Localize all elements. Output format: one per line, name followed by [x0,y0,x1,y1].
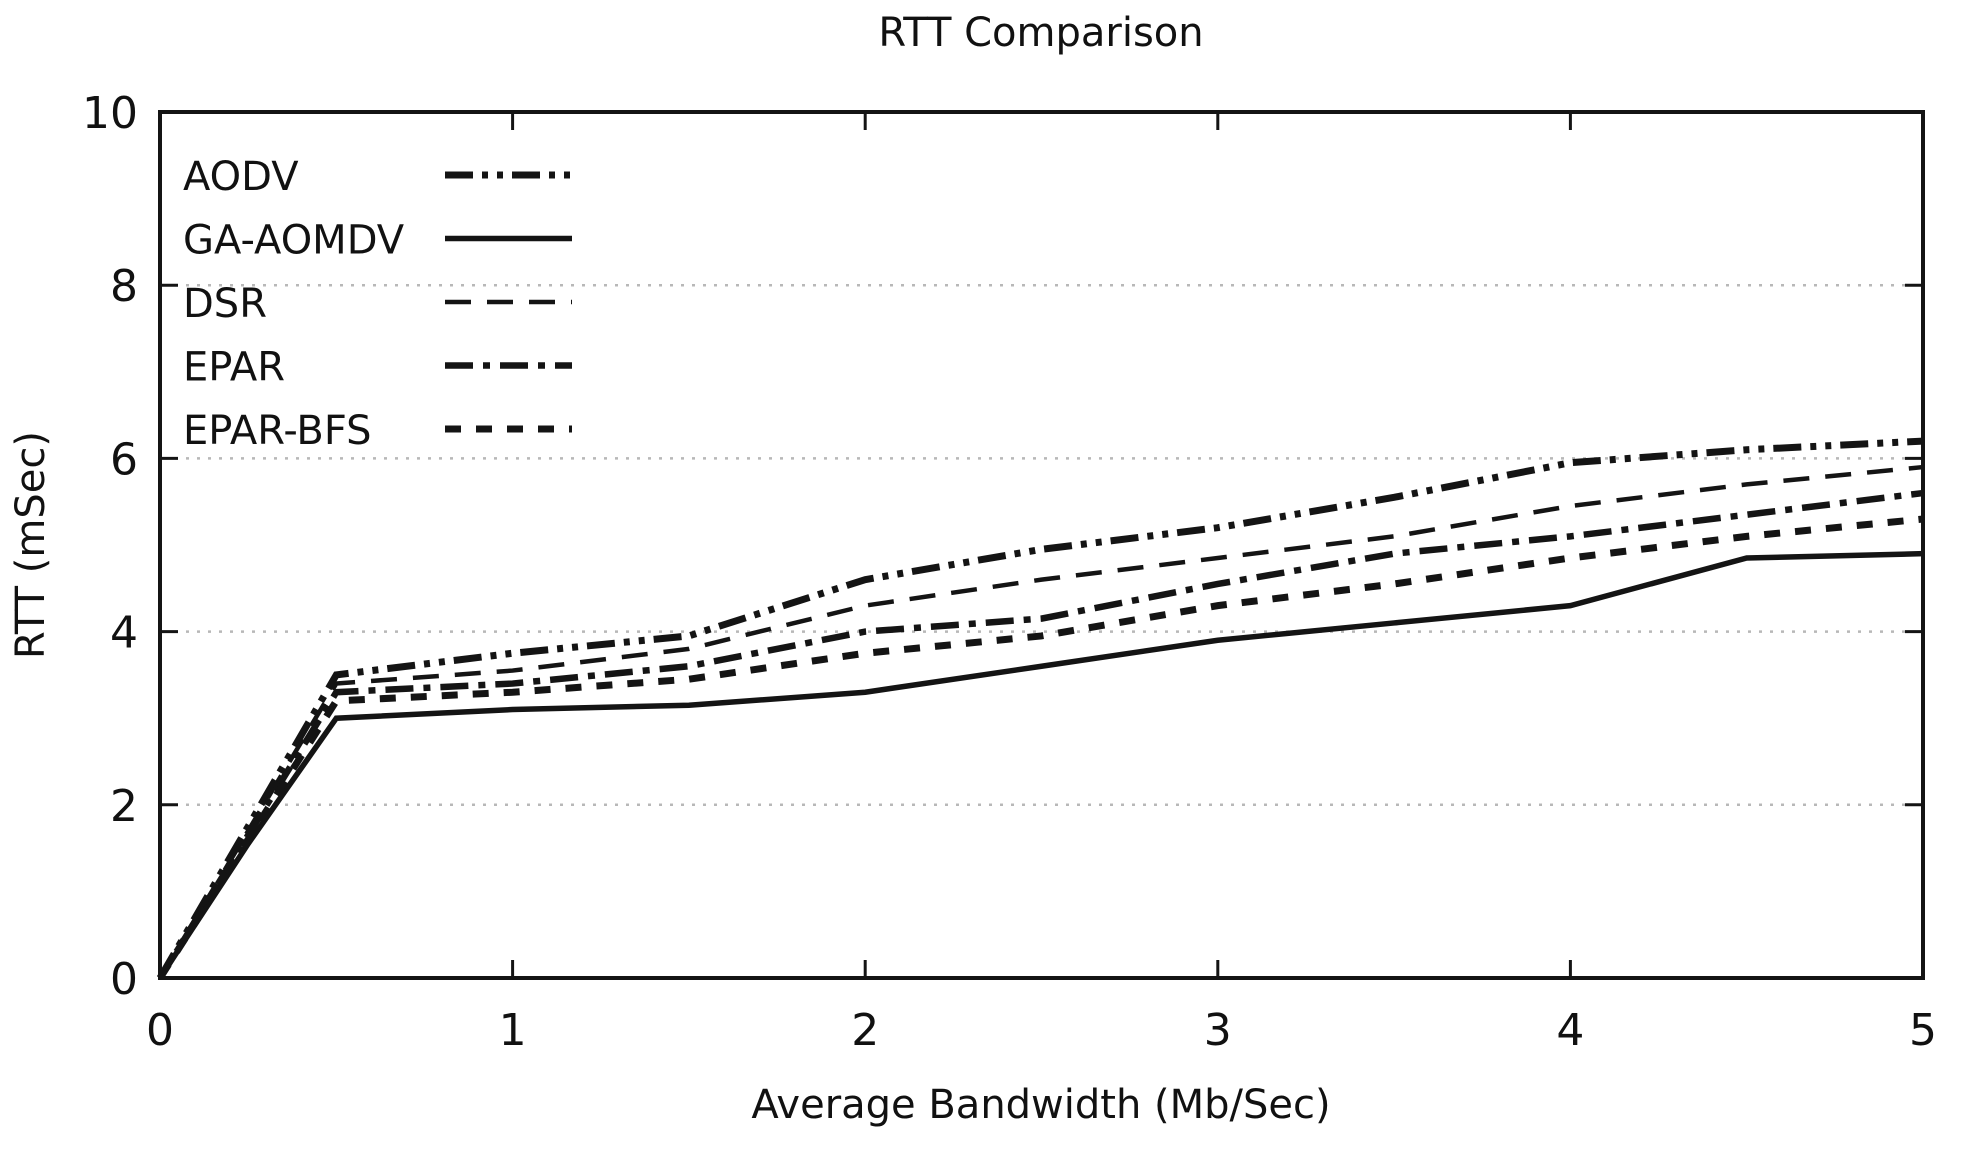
y-tick-label-2: 2 [110,781,138,832]
tick-labels: 0 1 2 3 4 5 0 2 4 6 8 10 [82,88,1937,1056]
plot-frame-and-ticks [158,110,1925,980]
series-line-aodv [156,437,1924,980]
legend-label: EPAR-BFS [183,408,372,454]
y-tick-label-10: 10 [82,88,138,139]
legend: AODV GA-AOMDV DSR EPAR EPAR-BFS [183,154,572,454]
legend-item-epar-bfs: EPAR-BFS [183,408,572,454]
legend-item-dsr: DSR [183,281,572,327]
plot-series [156,437,1924,980]
legend-label: GA-AOMDV [183,218,405,264]
series-line-epar-bfs [157,515,1924,980]
x-tick-label-5: 5 [1909,1005,1937,1056]
y-tick-label-0: 0 [110,954,138,1005]
x-tick-label-0: 0 [146,1005,174,1056]
y-tick-label-6: 6 [110,434,138,485]
series-line-ga-aomdv [157,550,1924,980]
x-axis-label: Average Bandwidth (Mb/Sec) [751,1082,1330,1128]
x-tick-label-1: 1 [499,1005,527,1056]
y-tick-label-8: 8 [110,261,138,312]
legend-item-epar: EPAR [183,345,572,391]
series-line-dsr [158,464,1924,980]
legend-label: AODV [183,154,299,200]
y-axis-label: RTT (mSec) [8,431,54,659]
legend-item-aodv: AODV [183,154,572,200]
legend-label: DSR [183,281,267,327]
legend-item-ga-aomdv: GA-AOMDV [183,218,572,264]
y-tick-label-4: 4 [110,608,138,659]
series-line-epar [157,489,1924,980]
x-tick-label-2: 2 [851,1005,879,1056]
x-tick-label-4: 4 [1556,1005,1584,1056]
legend-label: EPAR [183,345,285,391]
plot-border [158,110,1925,980]
chart-title: RTT Comparison [878,10,1203,56]
x-tick-label-3: 3 [1204,1005,1232,1056]
